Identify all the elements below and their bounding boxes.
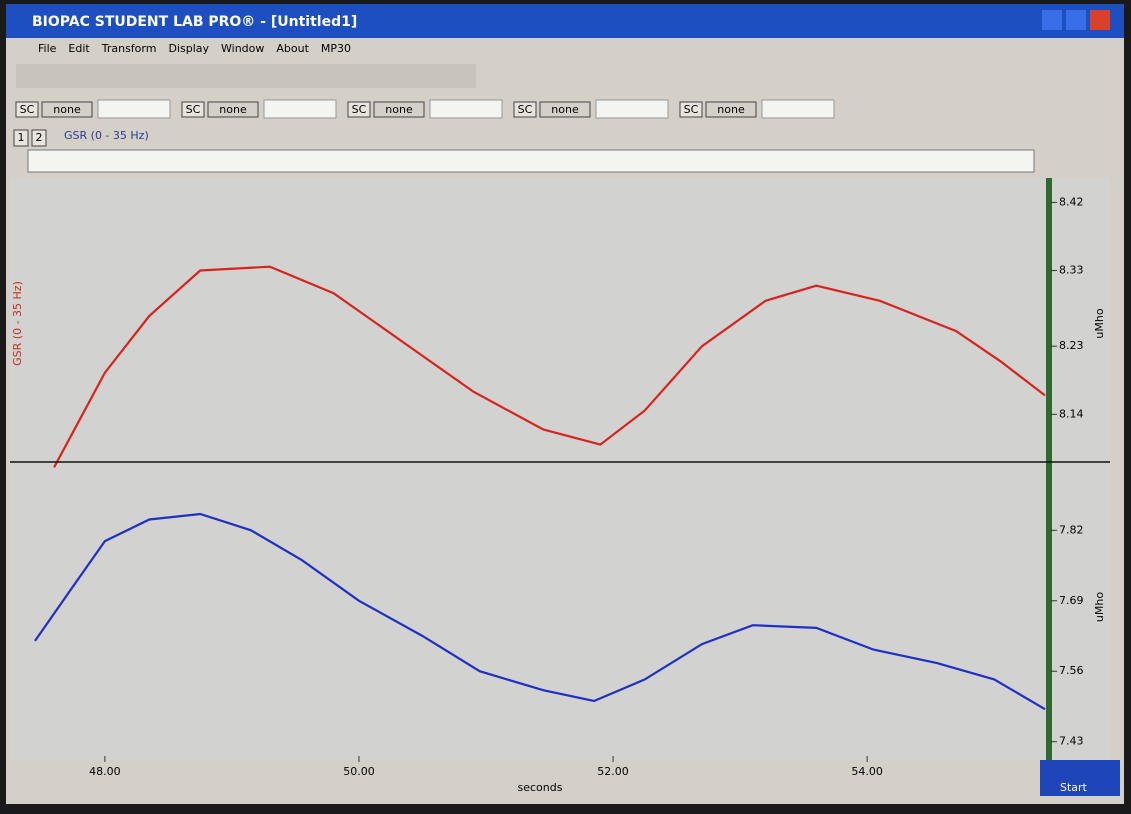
menu-item[interactable]: Display bbox=[168, 42, 209, 55]
menu-item[interactable]: Transform bbox=[101, 42, 157, 55]
sc-field[interactable] bbox=[264, 100, 336, 118]
sc-field[interactable] bbox=[762, 100, 834, 118]
y-tick-label: 7.43 bbox=[1059, 735, 1084, 748]
sc-button-label: SC bbox=[186, 103, 201, 116]
menu-item[interactable]: About bbox=[276, 42, 309, 55]
journal-input[interactable] bbox=[28, 150, 1034, 172]
screen: BIOPAC STUDENT LAB PRO® - [Untitled1] Fi… bbox=[0, 0, 1131, 810]
x-tick-label: 54.00 bbox=[851, 765, 883, 778]
y-tick-label: 7.82 bbox=[1059, 523, 1084, 536]
x-axis-label: seconds bbox=[518, 781, 563, 794]
divider bbox=[1046, 178, 1052, 760]
sc-select-value: none bbox=[219, 103, 247, 116]
sc-field[interactable] bbox=[430, 100, 502, 118]
start-button[interactable]: Start bbox=[1060, 781, 1088, 794]
x-tick-label: 50.00 bbox=[343, 765, 375, 778]
menu-item[interactable]: File bbox=[38, 42, 57, 55]
sc-button-label: SC bbox=[352, 103, 367, 116]
y-axis-label: uMho bbox=[1093, 308, 1106, 338]
sc-select-value: none bbox=[53, 103, 81, 116]
y-tick-label: 8.33 bbox=[1059, 264, 1084, 277]
sc-button-label: SC bbox=[20, 103, 35, 116]
channel-button-label: 2 bbox=[36, 131, 43, 144]
y-tick-label: 8.42 bbox=[1059, 195, 1084, 208]
menu-item[interactable]: Edit bbox=[68, 42, 90, 55]
menu-item[interactable]: Window bbox=[221, 42, 264, 55]
close-button[interactable] bbox=[1090, 10, 1110, 30]
toolbar bbox=[16, 64, 476, 88]
window-title: BIOPAC STUDENT LAB PRO® - [Untitled1] bbox=[32, 14, 357, 30]
maximize-button[interactable] bbox=[1066, 10, 1086, 30]
y-tick-label: 7.69 bbox=[1059, 594, 1084, 607]
sc-select-value: none bbox=[385, 103, 413, 116]
x-tick-label: 52.00 bbox=[597, 765, 629, 778]
x-tick-label: 48.00 bbox=[89, 765, 121, 778]
channel-label: GSR (0 - 35 Hz) bbox=[64, 129, 149, 142]
menu-bar: File Edit Transform Display Window About MP30 bbox=[38, 42, 351, 55]
minimize-button[interactable] bbox=[1042, 10, 1062, 30]
page: BIOPAC STUDENT LAB PRO® - [Untitled1] Fi… bbox=[0, 0, 1131, 810]
channel-axis-label: GSR (0 - 35 Hz) bbox=[11, 281, 24, 366]
y-tick-label: 7.56 bbox=[1059, 664, 1084, 677]
sc-field[interactable] bbox=[596, 100, 668, 118]
menu-item[interactable]: MP30 bbox=[321, 42, 351, 55]
sc-select-value: none bbox=[717, 103, 745, 116]
toolbar-icons[interactable] bbox=[16, 64, 476, 88]
y-tick-label: 8.14 bbox=[1059, 407, 1084, 420]
y-axis-label: uMho bbox=[1093, 592, 1106, 622]
plot-area bbox=[10, 178, 1110, 760]
sc-select-value: none bbox=[551, 103, 579, 116]
sc-field[interactable] bbox=[98, 100, 170, 118]
channel-button-label: 1 bbox=[18, 131, 25, 144]
y-tick-label: 8.23 bbox=[1059, 339, 1084, 352]
sc-button-label: SC bbox=[518, 103, 533, 116]
sc-button-label: SC bbox=[684, 103, 699, 116]
